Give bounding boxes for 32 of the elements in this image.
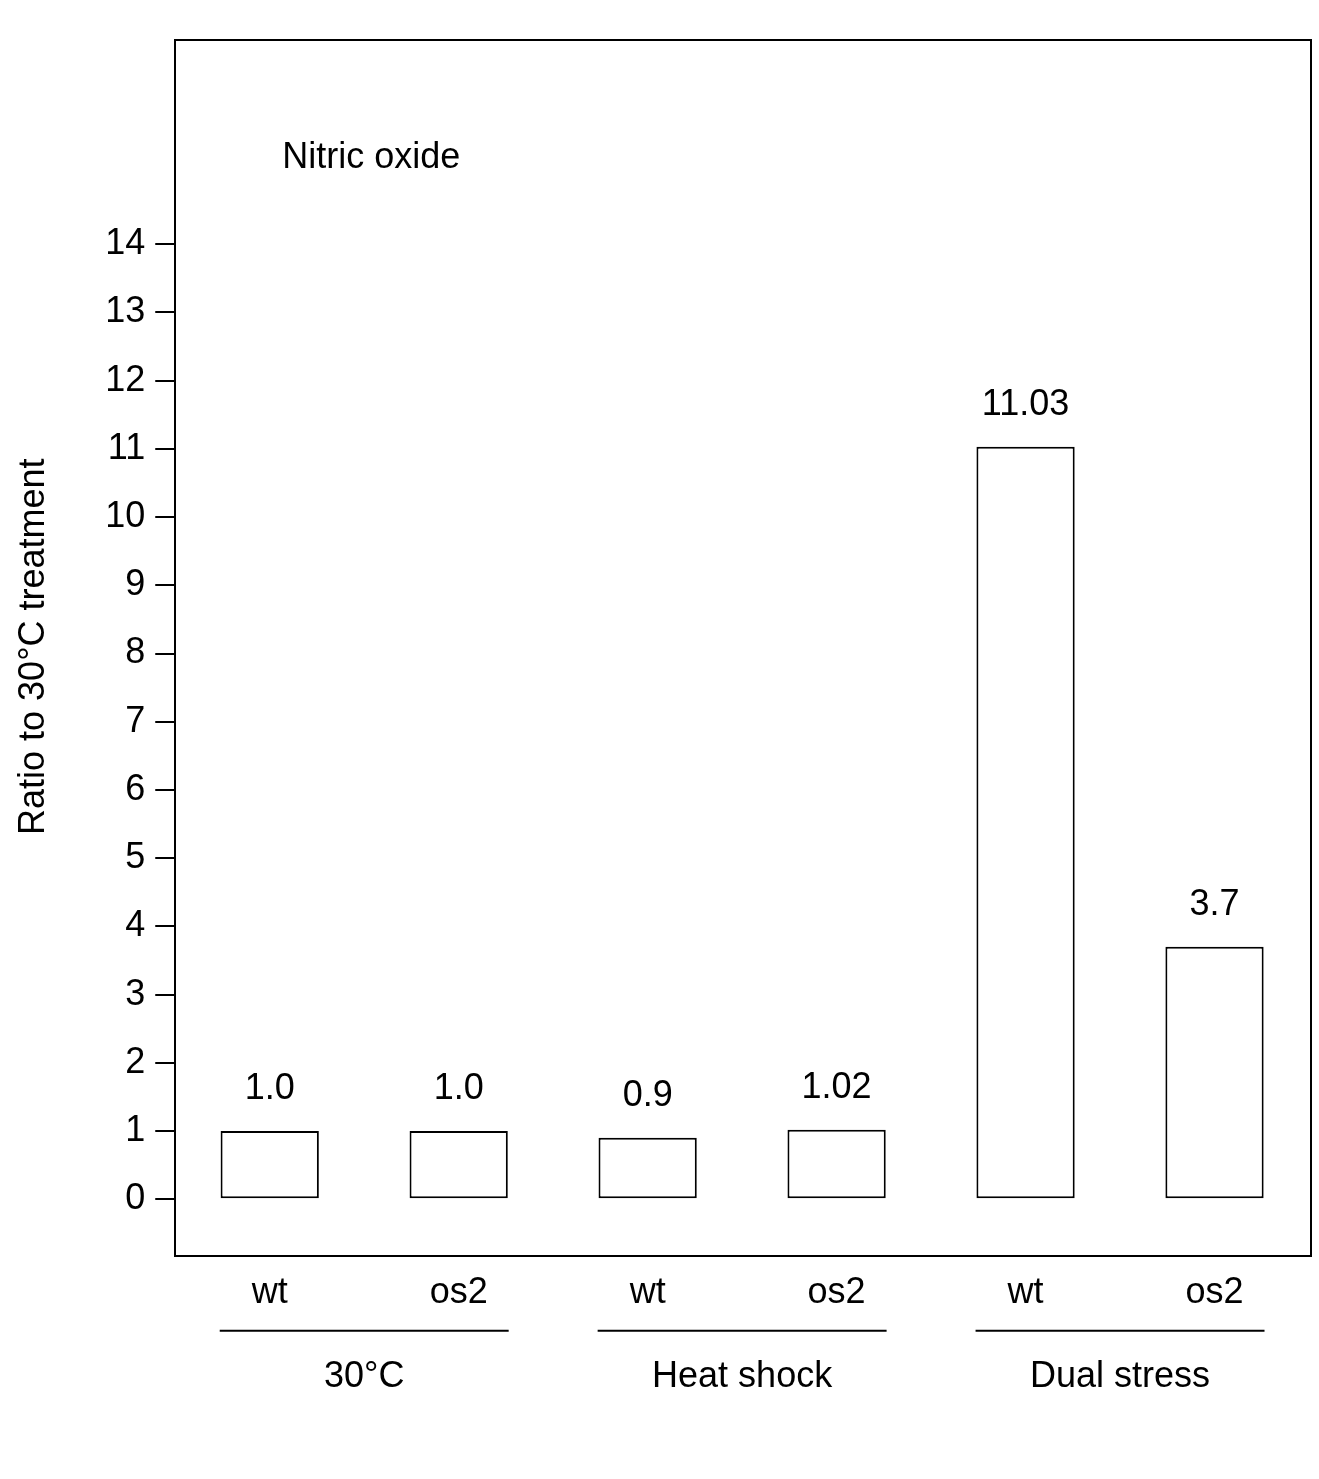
y-tick-label: 9: [125, 562, 146, 604]
data-label: 3.7: [1189, 881, 1240, 923]
data-label: 1.02: [801, 1064, 872, 1106]
text: Dual stress: [1030, 1353, 1211, 1395]
x-tick-label: wt: [1006, 1270, 1044, 1312]
y-tick-label: 1: [125, 1107, 146, 1149]
x-tick-label: os2: [807, 1270, 866, 1312]
y-tick-label: 8: [125, 630, 146, 672]
text: Heat shock: [652, 1353, 834, 1395]
y-tick-label: 5: [125, 835, 146, 877]
y-tick-label: 3: [125, 971, 146, 1013]
data-label: 11.03: [981, 381, 1070, 423]
data-label: 1.0: [244, 1065, 295, 1107]
y-tick-label: 2: [125, 1039, 146, 1081]
x-tick-label: wt: [628, 1270, 666, 1312]
text: 30°C: [323, 1353, 405, 1395]
y-tick-label: 14: [105, 221, 146, 263]
y-axis-title: Ratio to 30°C treatment: [10, 458, 52, 835]
text: Nitric oxide: [282, 134, 461, 176]
x-tick-label: os2: [429, 1270, 488, 1312]
y-tick-label: 4: [125, 903, 146, 945]
y-tick-label: 0: [125, 1176, 146, 1218]
data-label: 0.9: [622, 1072, 673, 1114]
data-label: 1.0: [433, 1065, 484, 1107]
y-tick-label: 12: [105, 357, 146, 399]
x-tick-label: wt: [250, 1270, 288, 1312]
y-tick-label: 11: [107, 425, 146, 467]
x-tick-label: os2: [1185, 1270, 1244, 1312]
y-tick-label: 7: [125, 698, 146, 740]
y-tick-label: 6: [125, 766, 146, 808]
y-tick-label: 13: [105, 289, 146, 331]
y-tick-label: 10: [105, 494, 146, 536]
